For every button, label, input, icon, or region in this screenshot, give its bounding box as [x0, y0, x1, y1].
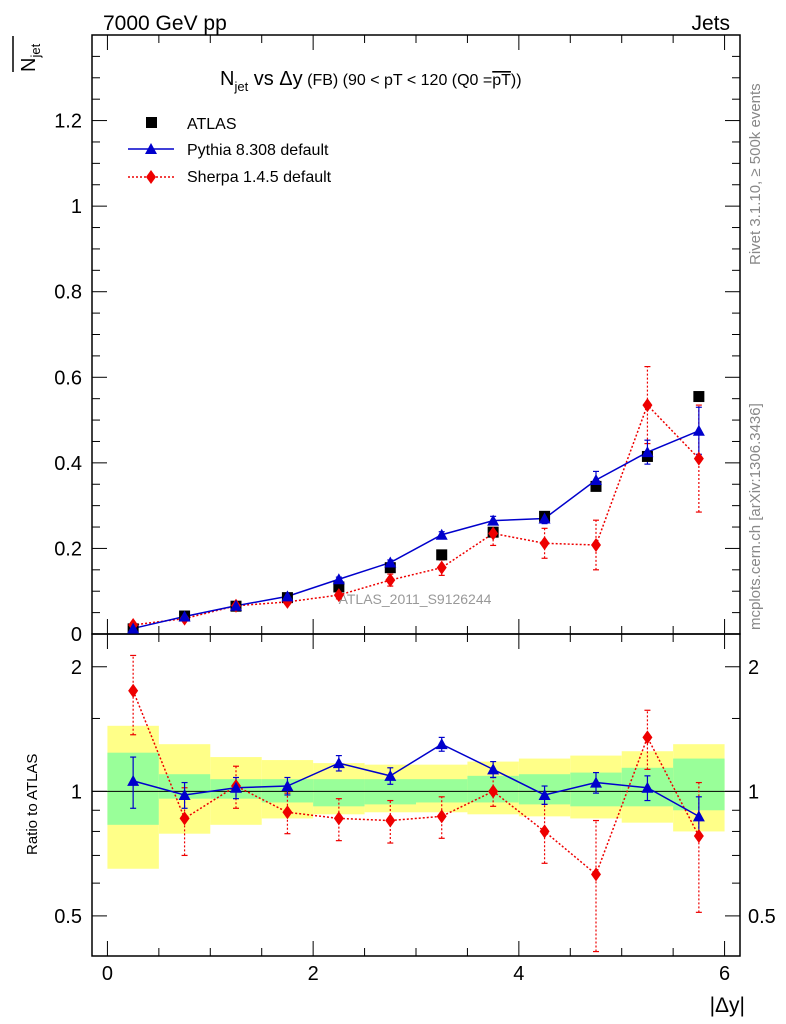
ratio-ytick-label: 2 [71, 657, 82, 679]
atlas-point [693, 391, 705, 403]
top-ylabel: Njet [12, 36, 43, 72]
sherpa-point [333, 588, 344, 603]
ratio-ytick-label-right: 1 [748, 781, 759, 803]
top-ytick-label: 0.6 [54, 367, 82, 389]
pythia-point [538, 512, 551, 524]
sherpa-ratio-point [128, 683, 139, 698]
pythia-point [487, 514, 500, 526]
pythia-point [590, 473, 602, 485]
legend-sherpa-label: Sherpa 1.4.5 default [187, 169, 332, 186]
band-inner [416, 779, 468, 803]
sherpa-line [133, 403, 700, 626]
ratio-uncertainty-bands [107, 725, 725, 869]
top-ytick-label: 1 [71, 196, 82, 218]
atlas-point [590, 480, 602, 492]
pythia-point [178, 610, 191, 622]
sherpa-ratio-point [436, 809, 447, 824]
legend-sherpa-marker [146, 170, 156, 184]
sherpa-point [642, 398, 653, 413]
top-ytick-label: 1.2 [54, 111, 82, 133]
pythia-ratio-point [487, 763, 500, 775]
legend-pythia-label: Pythia 8.308 default [187, 142, 329, 159]
top-ytick-label: 0 [71, 624, 82, 646]
pythia-ratio-point [538, 788, 551, 800]
legend: ATLAS Pythia 8.308 default Sherpa 1.4.5 … [128, 116, 332, 186]
sherpa-ratio-point [693, 828, 704, 843]
pythia-ratio-point [178, 788, 191, 800]
xtick-label: 0 [102, 963, 113, 985]
atlas-point [436, 549, 448, 561]
pythia-point [332, 573, 345, 585]
xtick-label: 2 [308, 963, 319, 985]
pythia-ratio-point [384, 769, 397, 781]
ratio-ylabel: Ratio to ATLAS [24, 754, 41, 855]
pythia-point [281, 590, 294, 602]
sherpa-ratio-line [132, 690, 700, 876]
header-right: Jets [691, 12, 730, 35]
analysis-watermark: ATLAS_2011_S9126244 [339, 591, 492, 607]
pythia-ratio-point [281, 780, 294, 792]
legend-atlas-marker [146, 117, 157, 128]
pythia-ratio-point [127, 774, 140, 786]
rivet-label: Rivet 3.1.10, ≥ 500k events [747, 83, 764, 265]
top-ytick-label: 0.8 [54, 282, 82, 304]
svg-text:Njet: Njet [18, 43, 43, 72]
plot-title: Njet vs Δy (FB) (90 < pT < 120 (Q0 =pT)) [220, 68, 522, 94]
top-ytick-label: 0.2 [54, 538, 82, 560]
sherpa-point [693, 451, 704, 466]
top-ytick-label: 0.4 [54, 453, 82, 475]
legend-pythia-marker [145, 143, 157, 154]
sherpa-ratio-point [282, 805, 293, 820]
mcplots-label: mcplots.cern.ch [arXiv:1306.3436] [747, 403, 764, 630]
ratio-ytick-label-right: 2 [748, 657, 759, 679]
pythia-point [230, 599, 242, 611]
pythia-line [132, 430, 700, 630]
x-axis-label: |Δy| [710, 994, 745, 1017]
ratio-ytick-label: 1 [71, 781, 82, 803]
pythia-ratio-line [132, 743, 700, 818]
sherpa-ratio-point [488, 784, 499, 799]
sherpa-point [488, 526, 499, 541]
sherpa-point [591, 538, 601, 553]
atlas-point [384, 562, 396, 574]
pythia-point [384, 556, 397, 568]
pythia-point [127, 622, 140, 634]
xtick-label: 6 [719, 963, 730, 985]
ratio-ytick-label: 0.5 [54, 906, 82, 928]
pythia-point [641, 446, 654, 458]
sherpa-ratio-point [539, 824, 550, 839]
pythia-point [692, 424, 705, 436]
pythia-ratio-point [230, 781, 242, 793]
pythia-ratio-point [332, 757, 345, 769]
xtick-label: 4 [513, 963, 524, 985]
sherpa-point [539, 536, 550, 551]
sherpa-ratio-point [179, 811, 190, 826]
sherpa-ratio-point [333, 811, 344, 826]
atlas-point [333, 581, 345, 593]
legend-atlas-label: ATLAS [187, 116, 237, 133]
sherpa-ratio-point [385, 813, 396, 828]
pythia-ratio-point [692, 810, 705, 822]
sherpa-point [436, 560, 447, 575]
band-inner [313, 779, 365, 807]
header-left: 7000 GeV pp [103, 12, 227, 35]
pythia-ratio-point [590, 776, 602, 788]
pythia-ratio-point [435, 738, 448, 750]
sherpa-ratio-point [591, 867, 601, 882]
pythia-point [435, 528, 448, 540]
sherpa-ratio-point [642, 730, 653, 745]
ratio-ytick-label-right: 0.5 [748, 906, 776, 928]
data-series [127, 365, 705, 953]
axis-ticks: 0 0.2 0.4 0.6 0.8 1 1.2 0 2 4 6 0.5 0.5 1 1 2 2 [54, 35, 776, 985]
sherpa-point [385, 573, 396, 588]
pythia-ratio-point [641, 781, 654, 793]
